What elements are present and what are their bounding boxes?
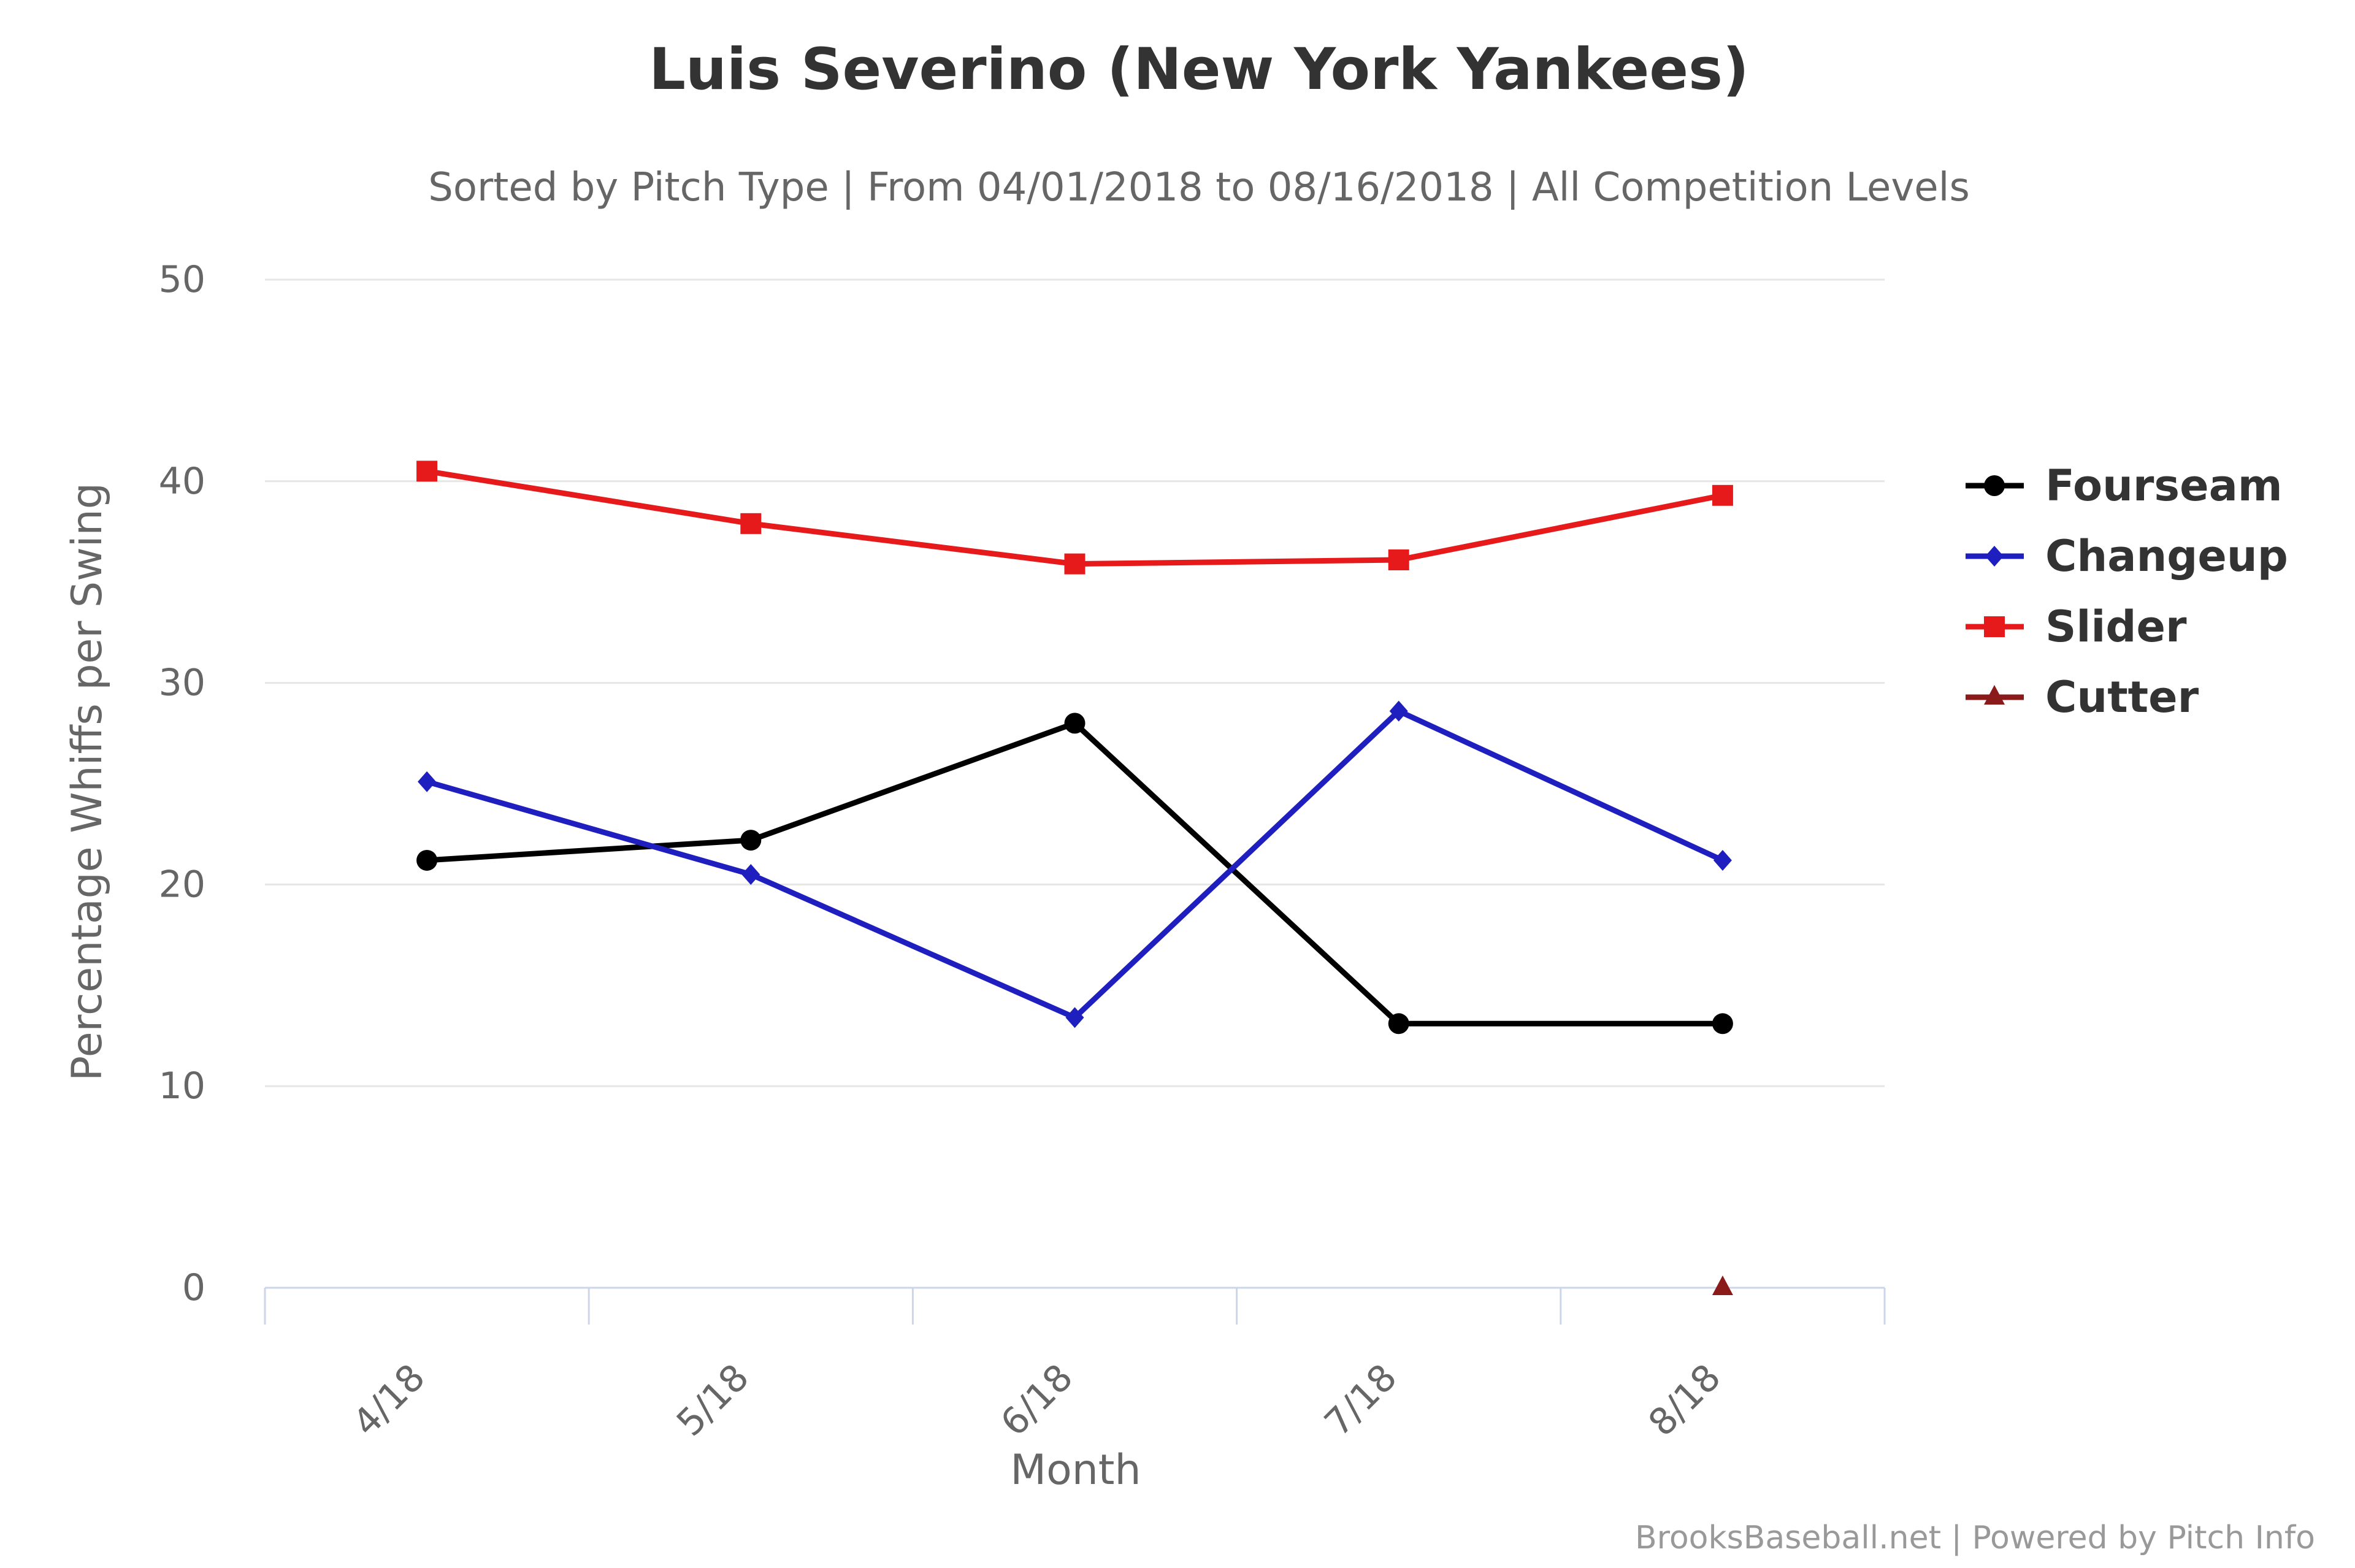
chart-subtitle: Sorted by Pitch Type | From 04/01/2018 t…: [428, 165, 1970, 210]
legend-marker-changeup: [1985, 546, 2004, 567]
x-tick-label: 7/18: [1317, 1356, 1406, 1445]
data-point-slider[interactable]: [1064, 553, 1086, 575]
y-tick-label: 50: [159, 258, 205, 301]
y-tick-label: 0: [182, 1266, 205, 1309]
y-axis-ticks: 0 10 20 30 40 50: [159, 258, 205, 1309]
legend-item-changeup[interactable]: Changeup: [1966, 531, 2288, 581]
x-tick-label: 8/18: [1641, 1356, 1729, 1445]
x-tick-label: 4/18: [345, 1356, 434, 1445]
legend-item-fourseam[interactable]: Fourseam: [1966, 461, 2283, 511]
series-line-changeup: [424, 708, 1726, 1020]
legend-item-cutter[interactable]: Cutter: [1966, 672, 2199, 722]
data-point-fourseam[interactable]: [1712, 1013, 1733, 1034]
legend-label: Changeup: [2045, 531, 2288, 581]
data-point-fourseam[interactable]: [1388, 1013, 1409, 1034]
data-point-changeup[interactable]: [418, 771, 437, 792]
data-point-slider[interactable]: [416, 461, 438, 482]
series-fourseam: [416, 713, 1733, 1034]
series-group: [416, 461, 1733, 1295]
series-changeup: [418, 700, 1732, 1028]
legend-label: Cutter: [2045, 672, 2199, 722]
y-axis-title: Percentage Whiffs per Swing: [63, 483, 112, 1081]
data-point-cutter[interactable]: [1712, 1275, 1733, 1295]
data-point-changeup[interactable]: [1065, 1007, 1084, 1028]
y-tick-label: 30: [159, 662, 205, 705]
legend-marker-fourseam: [1984, 475, 2005, 496]
data-point-fourseam[interactable]: [416, 849, 438, 871]
series-line-slider: [424, 468, 1726, 567]
x-tick-label: 6/18: [992, 1356, 1081, 1445]
gridlines: [265, 278, 1885, 1087]
data-point-changeup[interactable]: [1713, 849, 1732, 871]
legend-label: Fourseam: [2045, 461, 2283, 511]
legend-label: Slider: [2045, 602, 2187, 652]
x-tick-label: 5/18: [668, 1356, 757, 1445]
series-cutter: [1712, 1275, 1733, 1295]
legend: Fourseam Changeup Slider Cutter: [1966, 461, 2288, 722]
data-point-slider[interactable]: [1712, 484, 1733, 506]
data-point-fourseam[interactable]: [1064, 713, 1086, 734]
series-slider: [416, 461, 1733, 575]
data-point-changeup[interactable]: [741, 863, 760, 885]
legend-marker-slider: [1984, 616, 2005, 637]
chart-title: Luis Severino (New York Yankees): [649, 36, 1749, 103]
x-axis-ticks: 4/18 5/18 6/18 7/18 8/18: [345, 1356, 1729, 1445]
data-point-fourseam[interactable]: [740, 830, 762, 851]
legend-item-slider[interactable]: Slider: [1966, 602, 2187, 652]
data-point-slider[interactable]: [1388, 549, 1409, 571]
y-tick-label: 10: [159, 1065, 205, 1107]
x-axis-title: Month: [1010, 1446, 1141, 1494]
x-axis: [264, 1287, 1886, 1325]
legend-marker-cutter: [1984, 685, 2005, 705]
y-tick-label: 40: [159, 460, 205, 503]
credits-text[interactable]: BrooksBaseball.net | Powered by Pitch In…: [1635, 1520, 2315, 1556]
data-point-slider[interactable]: [740, 513, 762, 534]
data-point-changeup[interactable]: [1389, 700, 1408, 722]
y-tick-label: 20: [159, 863, 205, 906]
